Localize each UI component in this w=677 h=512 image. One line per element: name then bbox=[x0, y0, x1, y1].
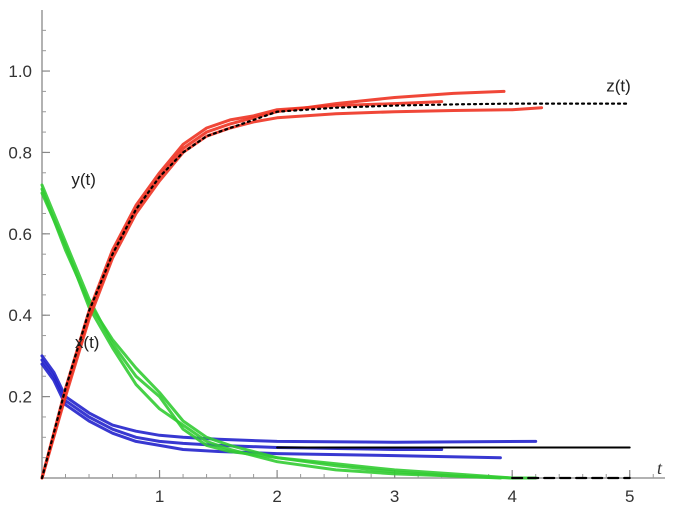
y-tick-label: 0.2 bbox=[8, 388, 32, 407]
y-tick-label: 0.6 bbox=[8, 225, 32, 244]
series-line-x2 bbox=[40, 358, 444, 451]
y-tick-label: 0.8 bbox=[8, 143, 32, 162]
x-tick-label: 1 bbox=[155, 487, 164, 506]
x-tick-label: 5 bbox=[625, 487, 634, 506]
series-line-z3 bbox=[40, 100, 444, 480]
series-line-z2 bbox=[40, 106, 544, 480]
series-layer bbox=[40, 89, 631, 480]
curve-label: y(t) bbox=[71, 170, 96, 189]
curve-label: z(t) bbox=[606, 76, 631, 95]
series-line-z1 bbox=[40, 89, 506, 480]
y-tick-label: 0.4 bbox=[8, 306, 32, 325]
ticks: 0.2 0.4 0.6 0.8 1.0 1 2 3 4 5 bbox=[8, 29, 654, 506]
series-line-z_det bbox=[40, 102, 631, 480]
series-line-x3 bbox=[40, 362, 502, 460]
x-tick-label: 4 bbox=[507, 487, 516, 506]
x-tick-label: 2 bbox=[272, 487, 281, 506]
y-tick-label: 1.0 bbox=[8, 62, 32, 81]
x-tick-label: 3 bbox=[390, 487, 399, 506]
x-axis-label: t bbox=[657, 458, 663, 478]
curve-labels: z(t) y(t) x(t) bbox=[71, 76, 630, 351]
series-line-y2 bbox=[40, 183, 502, 480]
axes: t bbox=[41, 10, 665, 479]
curve-label: x(t) bbox=[75, 333, 100, 352]
